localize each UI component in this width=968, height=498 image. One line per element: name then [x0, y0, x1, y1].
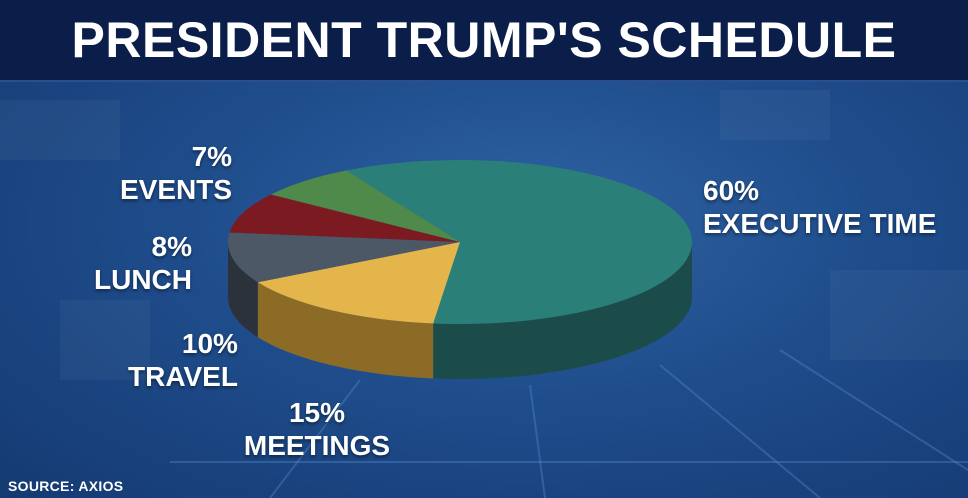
label-lunch-name: LUNCH: [94, 264, 192, 295]
label-lunch: 8% LUNCH: [94, 230, 192, 296]
label-events: 7% EVENTS: [120, 140, 232, 206]
label-lunch-value: 8%: [151, 231, 192, 262]
label-travel-name: TRAVEL: [128, 361, 238, 392]
title-bar: PRESIDENT TRUMP'S SCHEDULE: [0, 0, 968, 82]
label-executive-time-name: EXECUTIVE TIME: [703, 208, 937, 239]
pie-side-meetings: [257, 282, 434, 379]
label-travel: 10% TRAVEL: [128, 327, 238, 393]
label-meetings-value: 15%: [288, 397, 346, 428]
label-events-value: 7%: [191, 141, 233, 172]
pie-slice-executive-time: [346, 159, 693, 324]
source-credit: SOURCE: AXIOS: [8, 478, 124, 494]
label-executive-time-value: 60%: [703, 175, 760, 206]
chart-title: PRESIDENT TRUMP'S SCHEDULE: [71, 12, 897, 68]
pie-slice-meetings: [257, 242, 460, 324]
pie-slice-travel: [228, 232, 460, 283]
label-meetings: 15% MEETINGS: [237, 396, 397, 462]
label-travel-value: 10%: [181, 328, 238, 359]
pie-slice-lunch: [229, 194, 460, 242]
label-executive-time: 60% EXECUTIVE TIME: [703, 174, 936, 240]
pie-side-executive-time: [433, 242, 692, 379]
label-meetings-name: MEETINGS: [243, 430, 391, 461]
label-events-name: EVENTS: [120, 174, 233, 205]
pie-side-travel: [228, 242, 258, 338]
pie-slice-events: [270, 170, 460, 242]
